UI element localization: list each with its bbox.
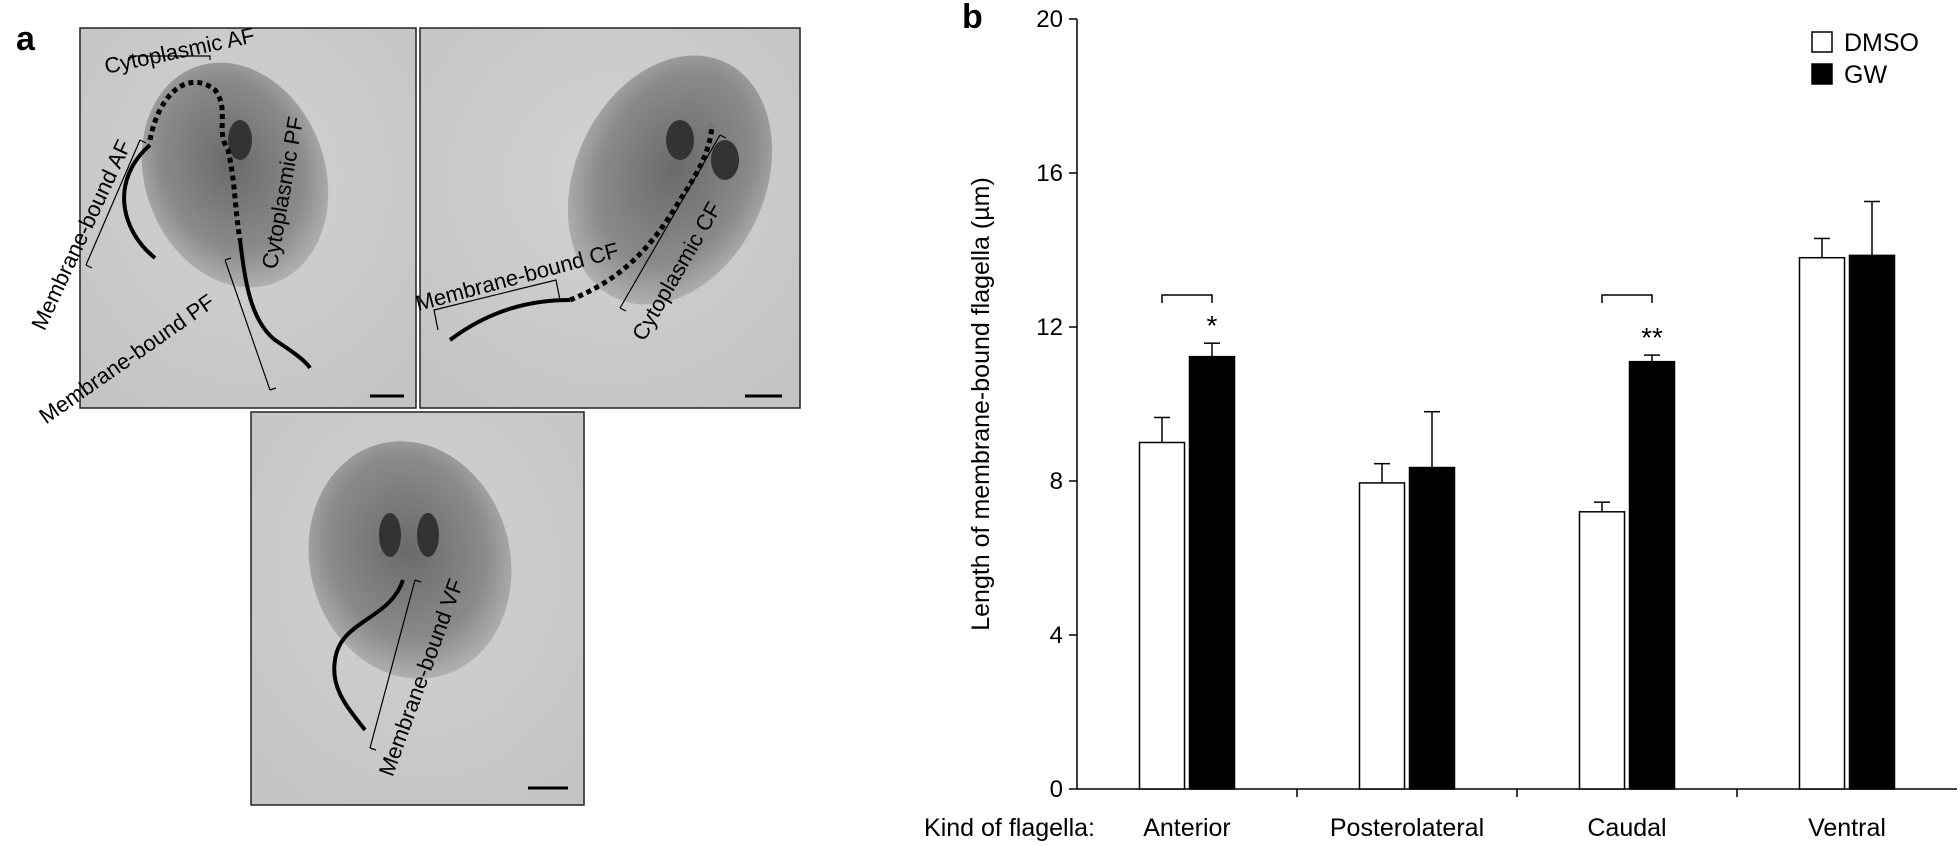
micrograph: Cytoplasmic AF Membrane-bound AF Cytopla… bbox=[26, 23, 417, 429]
bar bbox=[1798, 256, 1846, 790]
x-tick-label: Anterior bbox=[1143, 814, 1231, 842]
bar bbox=[1628, 360, 1676, 790]
significance-bracket bbox=[1601, 294, 1653, 303]
micrograph: Membrane-bound CF Cytoplasmic CF bbox=[413, 27, 801, 409]
x-tick-label: Posterolateral bbox=[1330, 814, 1484, 842]
significance-bracket bbox=[1161, 294, 1213, 303]
x-axis-label: Kind of flagella: bbox=[924, 814, 1095, 842]
x-tick-label: Caudal bbox=[1587, 814, 1666, 842]
bar bbox=[1188, 355, 1236, 790]
bar bbox=[1408, 466, 1456, 790]
panel-label: a bbox=[16, 20, 36, 58]
y-axis-label: Length of membrane-bound flagella (µm) bbox=[967, 177, 995, 631]
y-tick-label: 8 bbox=[1050, 468, 1063, 495]
y-tick-label: 12 bbox=[1036, 314, 1063, 341]
legend-swatch bbox=[1811, 31, 1833, 53]
legend-swatch bbox=[1811, 63, 1833, 85]
bar bbox=[1848, 254, 1896, 790]
y-tick-label: 0 bbox=[1050, 776, 1063, 803]
bar bbox=[1578, 511, 1626, 790]
bar bbox=[1138, 441, 1186, 790]
x-tick-label: Ventral bbox=[1808, 814, 1886, 842]
y-tick-label: 4 bbox=[1050, 622, 1063, 649]
panel-label: b bbox=[962, 0, 983, 36]
bar bbox=[1358, 482, 1406, 790]
y-tick-label: 16 bbox=[1036, 160, 1063, 187]
significance-marker: * bbox=[1207, 310, 1218, 341]
legend-label: DMSO bbox=[1844, 29, 1919, 57]
micrograph: Membrane-bound VF bbox=[250, 411, 585, 806]
significance-marker: ** bbox=[1641, 322, 1663, 353]
legend-label: GW bbox=[1844, 61, 1887, 89]
bar-chart: 0 4 8 12 16 20 Length of membrane-bound flagel… bbox=[924, 6, 1957, 842]
y-tick-label: 20 bbox=[1036, 6, 1063, 33]
